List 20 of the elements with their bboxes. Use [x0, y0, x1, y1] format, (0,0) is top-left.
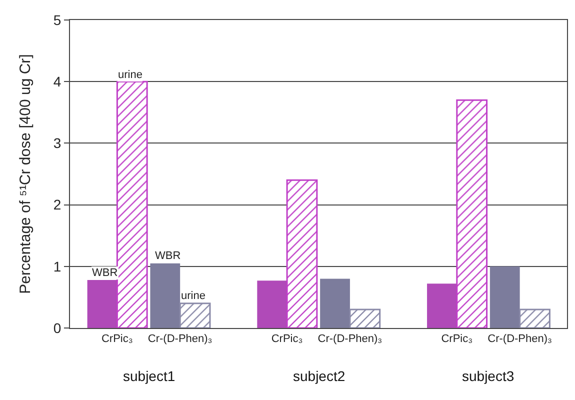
y-tick-label: 1 — [53, 258, 62, 274]
x-tick-label: Cr-(D-Phen)₃ — [148, 333, 212, 346]
x-tick-label: CrPic₃ — [101, 333, 133, 346]
x-tick-label: Cr-(D-Phen)₃ — [488, 333, 552, 346]
y-tick-label: 2 — [53, 196, 62, 213]
y-axis-title: Percentage of ⁵¹Cr dose [400 ug Cr] — [17, 54, 34, 294]
text: subject3 — [462, 368, 514, 384]
y-tick-label: 4 — [53, 74, 62, 90]
series-label: WBR — [92, 267, 118, 279]
x-tick-label: CrPic₃ — [441, 333, 473, 346]
series-label: urine — [118, 69, 142, 81]
text: subject1 — [123, 368, 176, 384]
text: WBR — [155, 250, 181, 262]
y-tick-label: 0 — [53, 320, 62, 336]
text: subject2 — [293, 368, 346, 384]
x-tick-label: Cr-(D-Phen)₃ — [318, 333, 382, 346]
y-tick-label: 3 — [53, 135, 62, 152]
y-tick-label: 5 — [53, 12, 62, 28]
x-tick-label: CrPic₃ — [271, 333, 303, 346]
text: urine — [181, 290, 206, 302]
